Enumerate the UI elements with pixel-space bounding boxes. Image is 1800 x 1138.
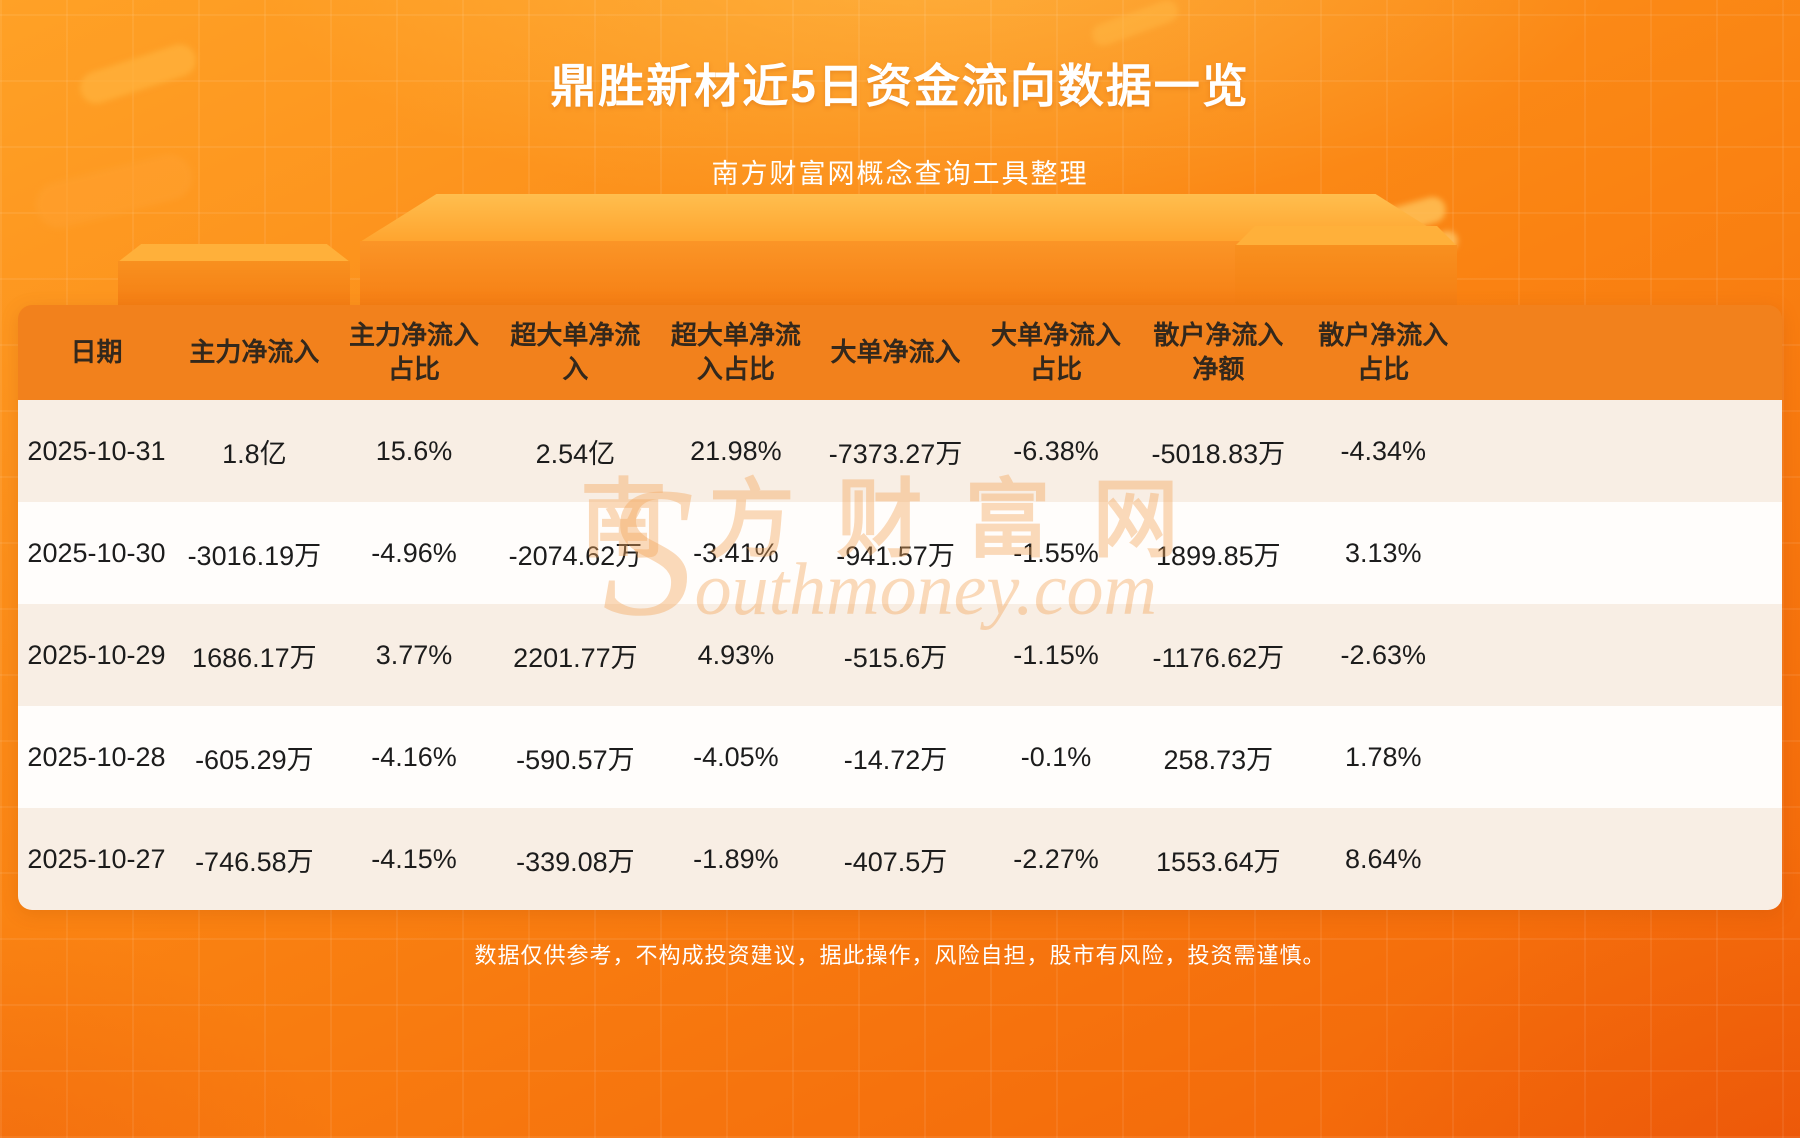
table-cell: 4.93% bbox=[656, 604, 816, 706]
table-cell: -746.58万 bbox=[174, 808, 334, 910]
table-cell: 1.78% bbox=[1300, 706, 1467, 808]
column-header: 散户净流入 净额 bbox=[1136, 305, 1301, 400]
table-cell-filler bbox=[1466, 604, 1782, 706]
table-cell: 2025-10-28 bbox=[18, 706, 175, 808]
table-cell-filler bbox=[1466, 502, 1782, 604]
table-cell: 1553.64万 bbox=[1136, 808, 1301, 910]
table-cell: -3.41% bbox=[656, 502, 816, 604]
table-cell: -4.15% bbox=[333, 808, 495, 910]
table-cell-filler bbox=[1466, 400, 1782, 502]
table-cell: -1.15% bbox=[975, 604, 1137, 706]
table-row: 2025-10-30 -3016.19万 -4.96% -2074.62万 -3.41%… bbox=[18, 502, 1782, 604]
table-cell: 2025-10-27 bbox=[18, 808, 175, 910]
table-body: 2025-10-31 1.8亿 15.6% 2.54亿 21.98% -7373.27万 -… bbox=[18, 400, 1782, 910]
table-cell: -605.29万 bbox=[174, 706, 334, 808]
column-header: 大单净流入 bbox=[815, 305, 976, 400]
table-cell: 2.54亿 bbox=[494, 400, 657, 502]
table-row: 2025-10-27 -746.58万 -4.15% -339.08万 -1.89% -4… bbox=[18, 808, 1782, 910]
column-header: 超大单净流 入占比 bbox=[656, 305, 816, 400]
table-cell: 1.8亿 bbox=[174, 400, 334, 502]
disclaimer-text: 数据仅供参考，不构成投资建议，据此操作，风险自担，股市有风险，投资需谨慎。 bbox=[474, 943, 1326, 968]
column-header: 主力净流入 占比 bbox=[333, 305, 495, 400]
table-cell: -2074.62万 bbox=[494, 502, 657, 604]
table-cell: -2.63% bbox=[1300, 604, 1467, 706]
table-cell: 2201.77万 bbox=[494, 604, 657, 706]
table-header-row: 日期 主力净流入 主力净流入 占比 超大单净流 入超大单净流 入占比 大单净流入 大单净流… bbox=[18, 305, 1782, 400]
table-cell: -941.57万 bbox=[815, 502, 976, 604]
column-header: 主力净流入 bbox=[174, 305, 334, 400]
table-cell: -4.96% bbox=[333, 502, 495, 604]
table-cell: -0.1% bbox=[975, 706, 1137, 808]
table-cell: -3016.19万 bbox=[174, 502, 334, 604]
table-row: 2025-10-29 1686.17万 3.77% 2201.77万 4.93% -515… bbox=[18, 604, 1782, 706]
table-cell: -4.05% bbox=[656, 706, 816, 808]
table-row: 2025-10-31 1.8亿 15.6% 2.54亿 21.98% -7373.27万 -… bbox=[18, 400, 1782, 502]
page-subtitle: 南方财富网概念查询工具整理 bbox=[711, 159, 1089, 189]
table-cell: 2025-10-30 bbox=[18, 502, 175, 604]
table-cell: 21.98% bbox=[656, 400, 816, 502]
table-cell: 3.13% bbox=[1300, 502, 1467, 604]
table-cell-filler bbox=[1466, 808, 1782, 910]
table-cell: -14.72万 bbox=[815, 706, 976, 808]
table-cell: 1899.85万 bbox=[1136, 502, 1301, 604]
table-cell: -1176.62万 bbox=[1136, 604, 1301, 706]
column-header: 超大单净流 入 bbox=[494, 305, 657, 400]
table-cell: -2.27% bbox=[975, 808, 1137, 910]
table-cell: -339.08万 bbox=[494, 808, 657, 910]
light-streak-decoration bbox=[1297, 193, 1449, 261]
column-header: 散户净流入 占比 bbox=[1300, 305, 1467, 400]
table-cell: 2025-10-31 bbox=[18, 400, 175, 502]
column-header-filler bbox=[1466, 305, 1782, 400]
data-table: 日期 主力净流入 主力净流入 占比 超大单净流 入超大单净流 入占比 大单净流入 大单净流… bbox=[18, 305, 1782, 910]
page-title: 鼎胜新材近5日资金流向数据一览 bbox=[550, 60, 1250, 112]
fund-flow-table: 日期 主力净流入 主力净流入 占比 超大单净流 入超大单净流 入占比 大单净流入 大单净流… bbox=[18, 305, 1782, 910]
table-cell: 258.73万 bbox=[1136, 706, 1301, 808]
table-cell: 15.6% bbox=[333, 400, 495, 502]
table-cell: -6.38% bbox=[975, 400, 1137, 502]
table-cell: -4.34% bbox=[1300, 400, 1467, 502]
table-cell: -1.55% bbox=[975, 502, 1137, 604]
table-cell: 8.64% bbox=[1300, 808, 1467, 910]
table-cell: 2025-10-29 bbox=[18, 604, 175, 706]
table-cell: -590.57万 bbox=[494, 706, 657, 808]
table-cell: -4.16% bbox=[333, 706, 495, 808]
table-cell-filler bbox=[1466, 706, 1782, 808]
column-header: 日期 bbox=[18, 305, 175, 400]
table-row: 2025-10-28 -605.29万 -4.16% -590.57万 -4.05% -1… bbox=[18, 706, 1782, 808]
table-cell: 3.77% bbox=[333, 604, 495, 706]
table-cell: 1686.17万 bbox=[174, 604, 334, 706]
light-streak-decoration bbox=[1329, 228, 1461, 284]
table-cell: -407.5万 bbox=[815, 808, 976, 910]
table-cell: -1.89% bbox=[656, 808, 816, 910]
light-streak-decoration bbox=[1088, 0, 1182, 49]
table-cell: -5018.83万 bbox=[1136, 400, 1301, 502]
column-header: 大单净流入 占比 bbox=[975, 305, 1137, 400]
table-cell: -515.6万 bbox=[815, 604, 976, 706]
table-cell: -7373.27万 bbox=[815, 400, 976, 502]
